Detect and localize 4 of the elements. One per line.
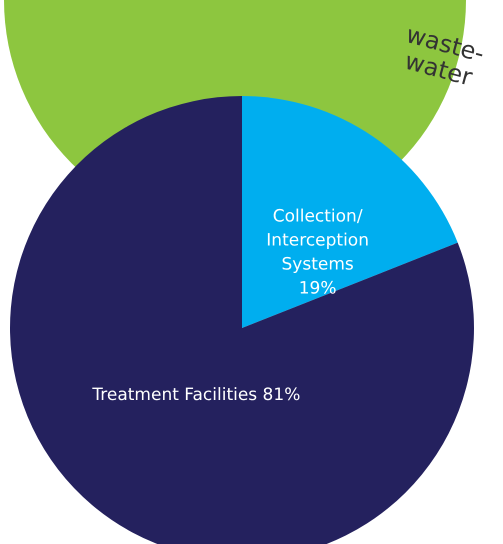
data-label: 19% xyxy=(298,278,337,299)
slice-label: Collection/ Interception Systems xyxy=(266,206,369,275)
text: waste- water xyxy=(402,20,488,92)
slice-label: Treatment Facilities 81% xyxy=(91,385,300,406)
